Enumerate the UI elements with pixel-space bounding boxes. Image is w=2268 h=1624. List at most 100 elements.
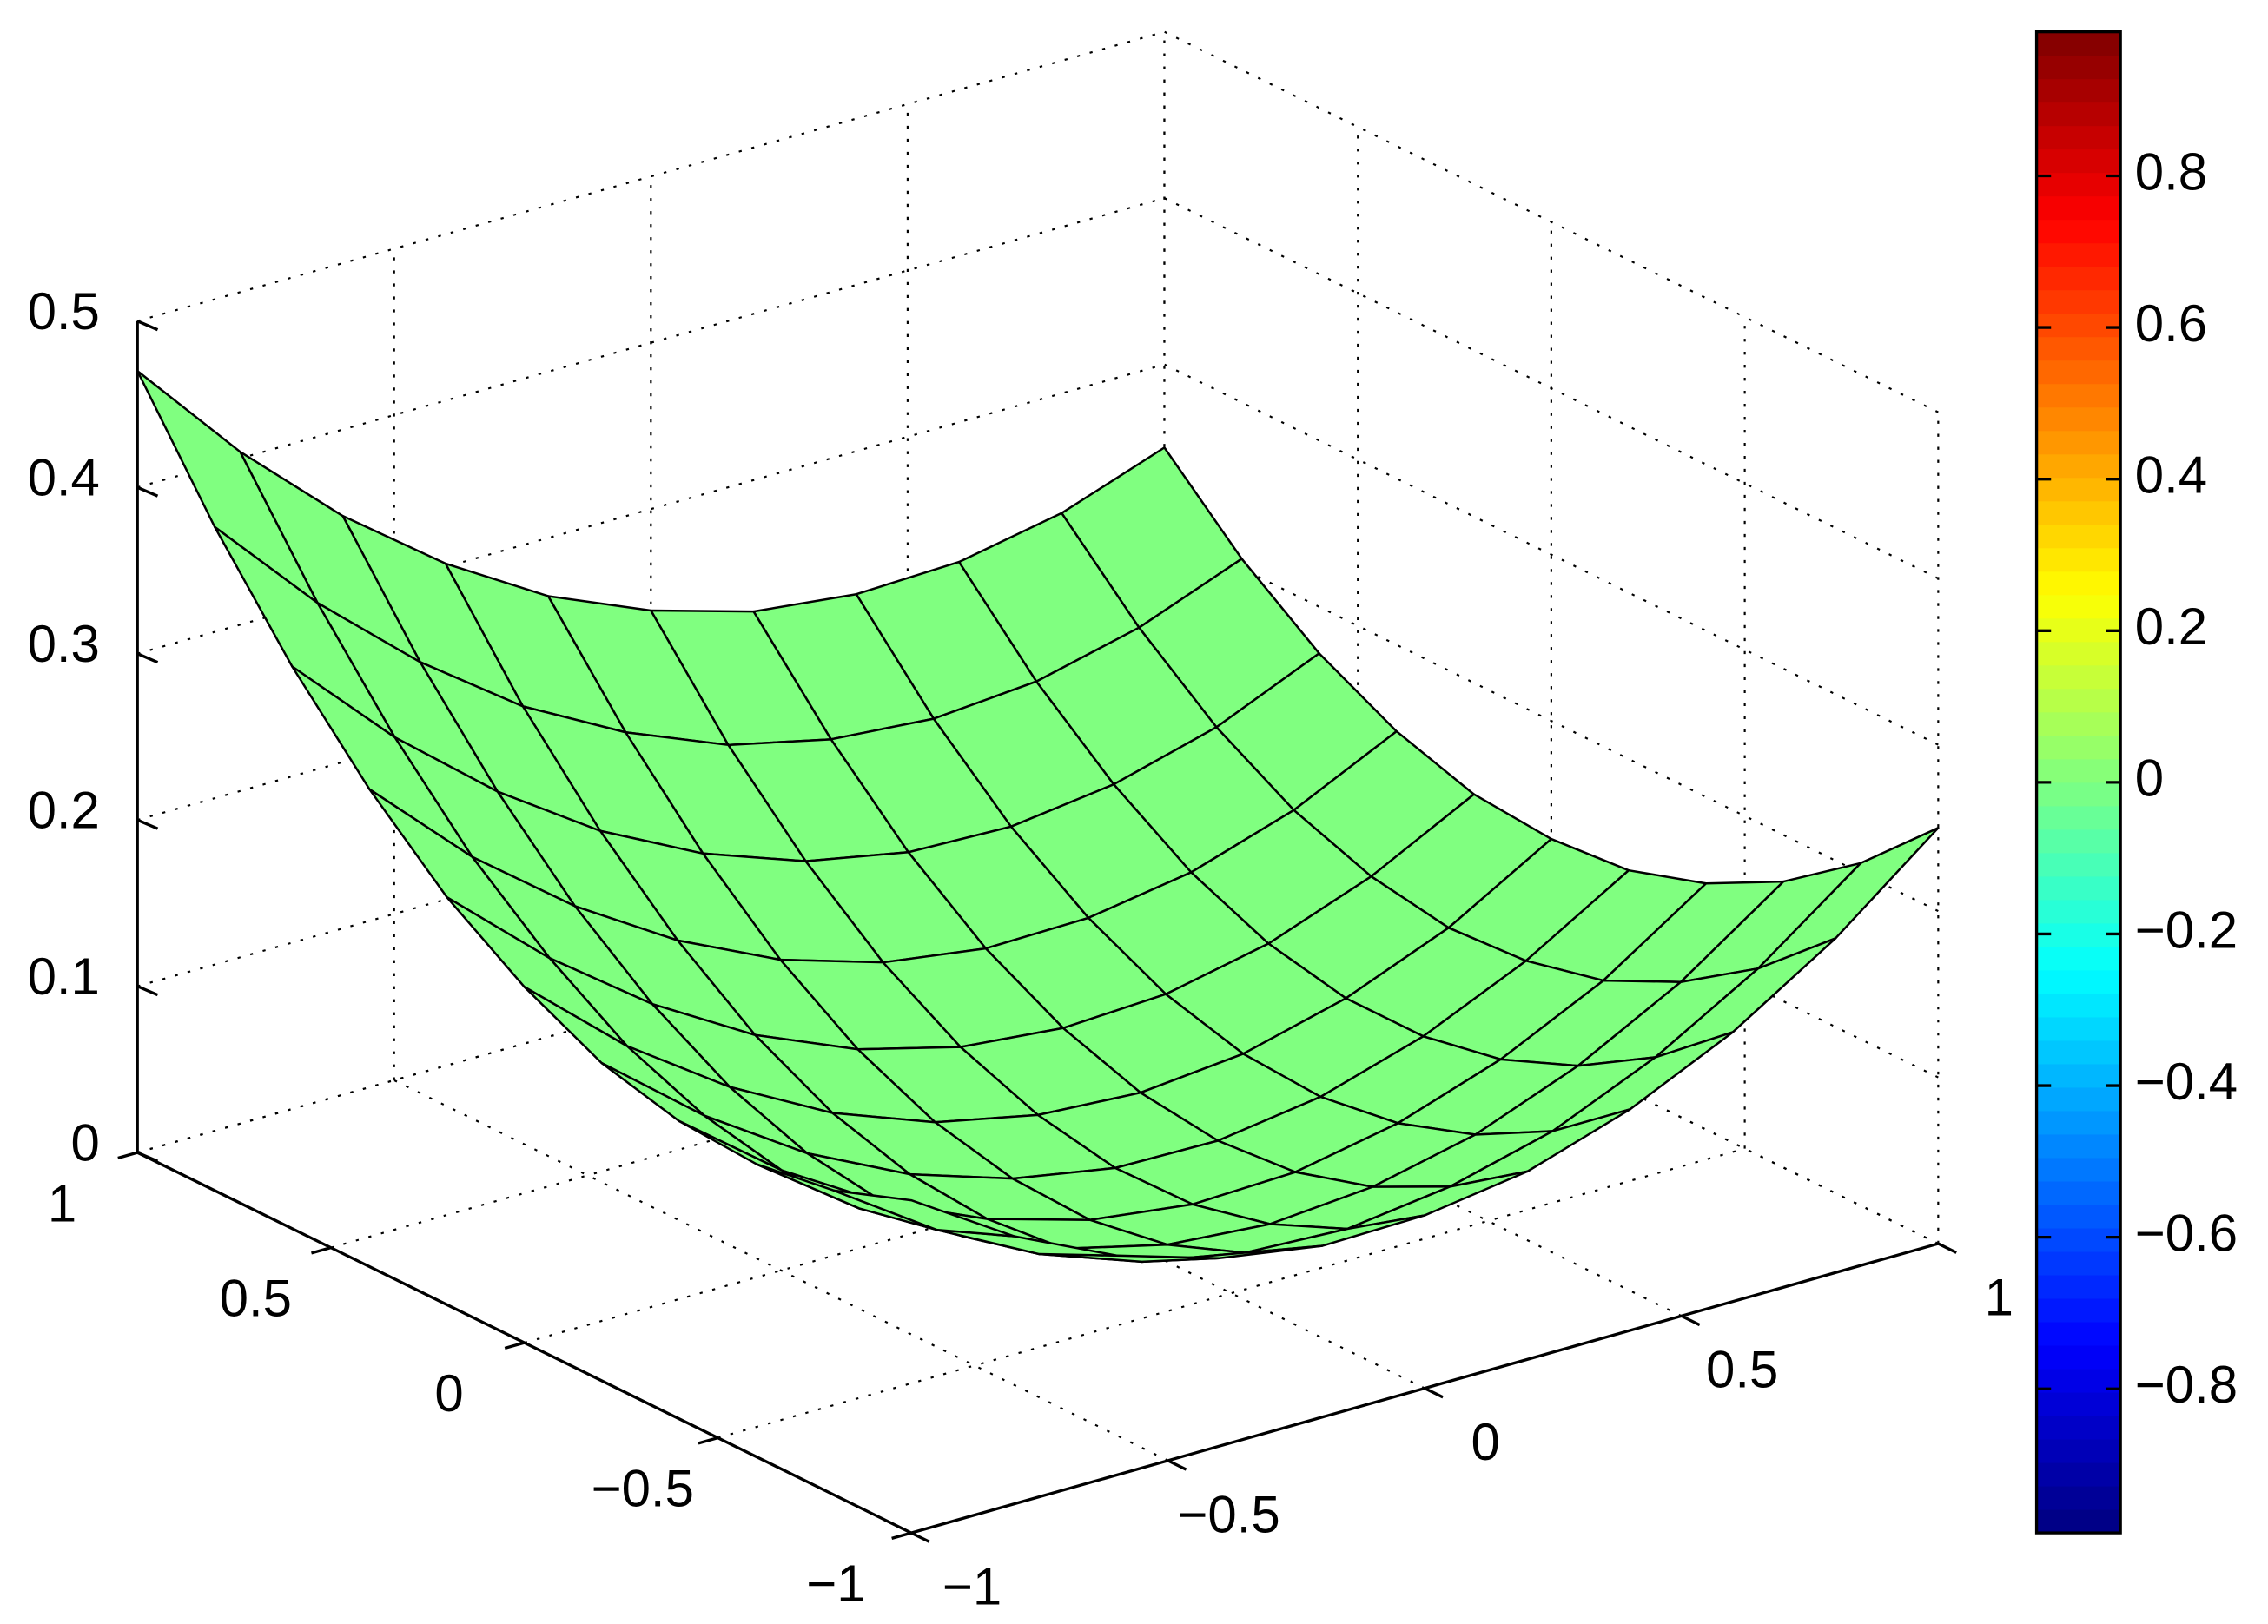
colorbar-tick-label: −0.2 [2135, 901, 2238, 959]
colorbar-segment [2036, 782, 2121, 807]
z-tick-label: 0 [71, 1113, 100, 1172]
grid-line [393, 1079, 1169, 1462]
colorbar-segment [2036, 571, 2121, 596]
colorbar-tick-label: 0.8 [2135, 142, 2207, 201]
y-tick-label: −1 [806, 1555, 865, 1613]
z-tick-label: 0.3 [28, 615, 100, 673]
colorbar-segment [2036, 758, 2121, 783]
x-tick [1167, 1459, 1187, 1471]
colorbar-tick-label: 0.6 [2135, 294, 2207, 353]
z-tick [136, 818, 159, 830]
colorbar-segment [2036, 946, 2121, 971]
colorbar-segment [2036, 500, 2121, 525]
colorbar-segment [2036, 1110, 2121, 1135]
y-axis [136, 1151, 912, 1535]
x-tick-label: −1 [942, 1558, 1002, 1616]
colorbar-segment [2036, 266, 2121, 291]
colorbar-segment [2036, 1040, 2121, 1065]
colorbar-segment [2036, 899, 2121, 924]
colorbar-segment [2036, 1157, 2121, 1182]
colorbar-segment [2036, 477, 2121, 502]
x-tick [1424, 1387, 1444, 1399]
x-tick-label: 0.5 [1706, 1341, 1778, 1399]
y-tick-label: 0 [434, 1364, 463, 1423]
colorbar-segment [2036, 1227, 2121, 1252]
colorbar-segment [2036, 641, 2121, 666]
colorbar-tick-label: −0.8 [2135, 1356, 2238, 1414]
colorbar-segment [2036, 1133, 2121, 1159]
z-tick [136, 1151, 159, 1163]
x-tick [1681, 1314, 1701, 1327]
y-tick [117, 1151, 138, 1160]
grid-line [1163, 197, 1939, 580]
colorbar-segment [2036, 336, 2121, 361]
colorbar-segment [2036, 664, 2121, 690]
colorbar-tick-label: −0.4 [2135, 1053, 2238, 1111]
colorbar-segment [2036, 1180, 2121, 1205]
colorbar-segment [2036, 1462, 2121, 1487]
surface-cell [832, 1189, 1015, 1238]
x-tick [1937, 1242, 1957, 1254]
y-tick [311, 1246, 332, 1255]
colorbar-segment [2036, 594, 2121, 619]
colorbar-tick-label: −0.6 [2135, 1204, 2238, 1262]
colorbar-segment [2036, 805, 2121, 830]
colorbar-segment [2036, 313, 2121, 338]
z-tick [136, 985, 159, 997]
colorbar-segment [2036, 1274, 2121, 1299]
colorbar-segment [2036, 149, 2121, 174]
colorbar-segment [2036, 829, 2121, 854]
colorbar-segment [2036, 102, 2121, 127]
z-tick-label: 0.4 [28, 448, 100, 506]
colorbar-segment [2036, 219, 2121, 244]
z-tick [136, 652, 159, 664]
colorbar-segment [2036, 1415, 2121, 1440]
z-tick-label: 0.2 [28, 781, 100, 839]
y-tick-label: −0.5 [592, 1460, 694, 1518]
colorbar-tick-label: 0.2 [2135, 597, 2207, 656]
x-tick-label: −0.5 [1177, 1485, 1279, 1543]
colorbar-segment [2036, 875, 2121, 901]
colorbar-segment [2036, 125, 2121, 150]
colorbar-segment [2036, 688, 2121, 713]
colorbar-segment [2036, 55, 2121, 80]
colorbar-segment [2036, 1086, 2121, 1112]
colorbar-segment [2036, 1321, 2121, 1346]
x-tick-label: 0 [1471, 1413, 1499, 1471]
grid-line [1163, 363, 1939, 746]
colorbar-segment [2036, 969, 2121, 994]
y-tick-label: 1 [48, 1174, 76, 1232]
grid-line [1163, 530, 1939, 913]
colorbar-segment [2036, 1391, 2121, 1416]
colorbar-segment [2036, 430, 2121, 455]
colorbar-segment [2036, 31, 2121, 56]
z-tick [136, 485, 159, 498]
colorbar-segment [2036, 1204, 2121, 1229]
colorbar-segment [2036, 1485, 2121, 1510]
colorbar-segment [2036, 524, 2121, 549]
y-tick [698, 1436, 718, 1445]
colorbar-segment [2036, 711, 2121, 736]
colorbar-segment [2036, 993, 2121, 1018]
colorbar-tick-label: 0.4 [2135, 446, 2207, 505]
colorbar-segment [2036, 242, 2121, 267]
z-tick [136, 320, 159, 332]
colorbar-segment [2036, 453, 2121, 479]
colorbar-segment [2036, 735, 2121, 760]
x-axis [910, 1242, 1939, 1535]
colorbar-segment [2036, 383, 2121, 408]
y-tick [504, 1341, 526, 1350]
x-tick-label: 1 [1985, 1268, 2013, 1326]
z-tick-label: 0.1 [28, 947, 100, 1006]
z-tick-label: 0.5 [28, 282, 100, 340]
colorbar-segment [2036, 1063, 2121, 1088]
colorbar-segment [2036, 1251, 2121, 1276]
colorbar-segment [2036, 547, 2121, 572]
colorbar-segment [2036, 1297, 2121, 1323]
colorbar-segment [2036, 1438, 2121, 1463]
grid-line [1163, 30, 1939, 413]
colorbar-segment [2036, 78, 2121, 103]
y-tick [891, 1531, 912, 1541]
colorbar-segment [2036, 195, 2121, 221]
